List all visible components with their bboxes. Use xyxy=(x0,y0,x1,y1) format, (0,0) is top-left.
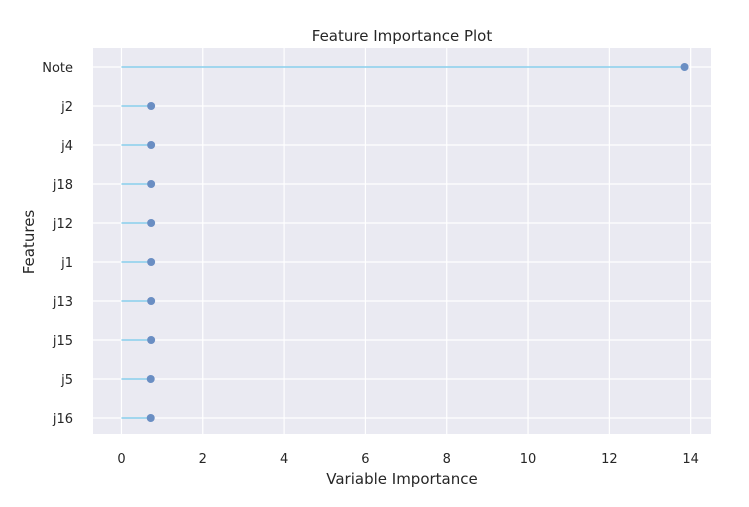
x-tick-label: 4 xyxy=(280,452,288,467)
marker-j12 xyxy=(147,219,156,227)
x-tick-label: 0 xyxy=(117,452,125,467)
y-tick-label: j12 xyxy=(52,217,73,232)
marker-Note xyxy=(680,63,689,71)
marker-j2 xyxy=(147,102,156,110)
x-axis-label: Variable Importance xyxy=(326,470,477,488)
y-tick-label: j4 xyxy=(60,139,73,154)
y-tick-label: Note xyxy=(42,61,73,76)
y-tick-label: j1 xyxy=(60,256,73,271)
marker-layer xyxy=(146,63,689,422)
marker-j15 xyxy=(147,336,156,344)
plot-background xyxy=(93,48,711,434)
marker-j4 xyxy=(147,141,156,149)
x-tick-labels: 0 2 4 6 8 10 12 14 xyxy=(117,452,699,467)
marker-j1 xyxy=(147,258,156,266)
y-tick-labels: Note j2 j4 j18 j12 j1 j13 j15 j5 j16 xyxy=(42,61,73,427)
marker-j16 xyxy=(146,414,155,422)
y-tick-label: j18 xyxy=(52,178,73,193)
y-tick-label: j5 xyxy=(60,373,73,388)
marker-j13 xyxy=(147,297,156,305)
x-tick-label: 6 xyxy=(361,452,369,467)
y-tick-label: j15 xyxy=(52,334,73,349)
stem-layer xyxy=(121,66,685,419)
x-tick-label: 12 xyxy=(601,452,618,467)
x-tick-label: 8 xyxy=(443,452,451,467)
y-tick-label: j2 xyxy=(60,100,73,115)
marker-j5 xyxy=(146,375,155,383)
y-tick-label: j16 xyxy=(52,412,73,427)
chart-title: Feature Importance Plot xyxy=(312,27,493,45)
y-tick-label: j13 xyxy=(52,295,73,310)
y-axis-label: Features xyxy=(20,210,38,275)
x-tick-label: 2 xyxy=(199,452,207,467)
marker-j18 xyxy=(147,180,156,188)
x-tick-label: 14 xyxy=(682,452,699,467)
x-tick-label: 10 xyxy=(520,452,537,467)
